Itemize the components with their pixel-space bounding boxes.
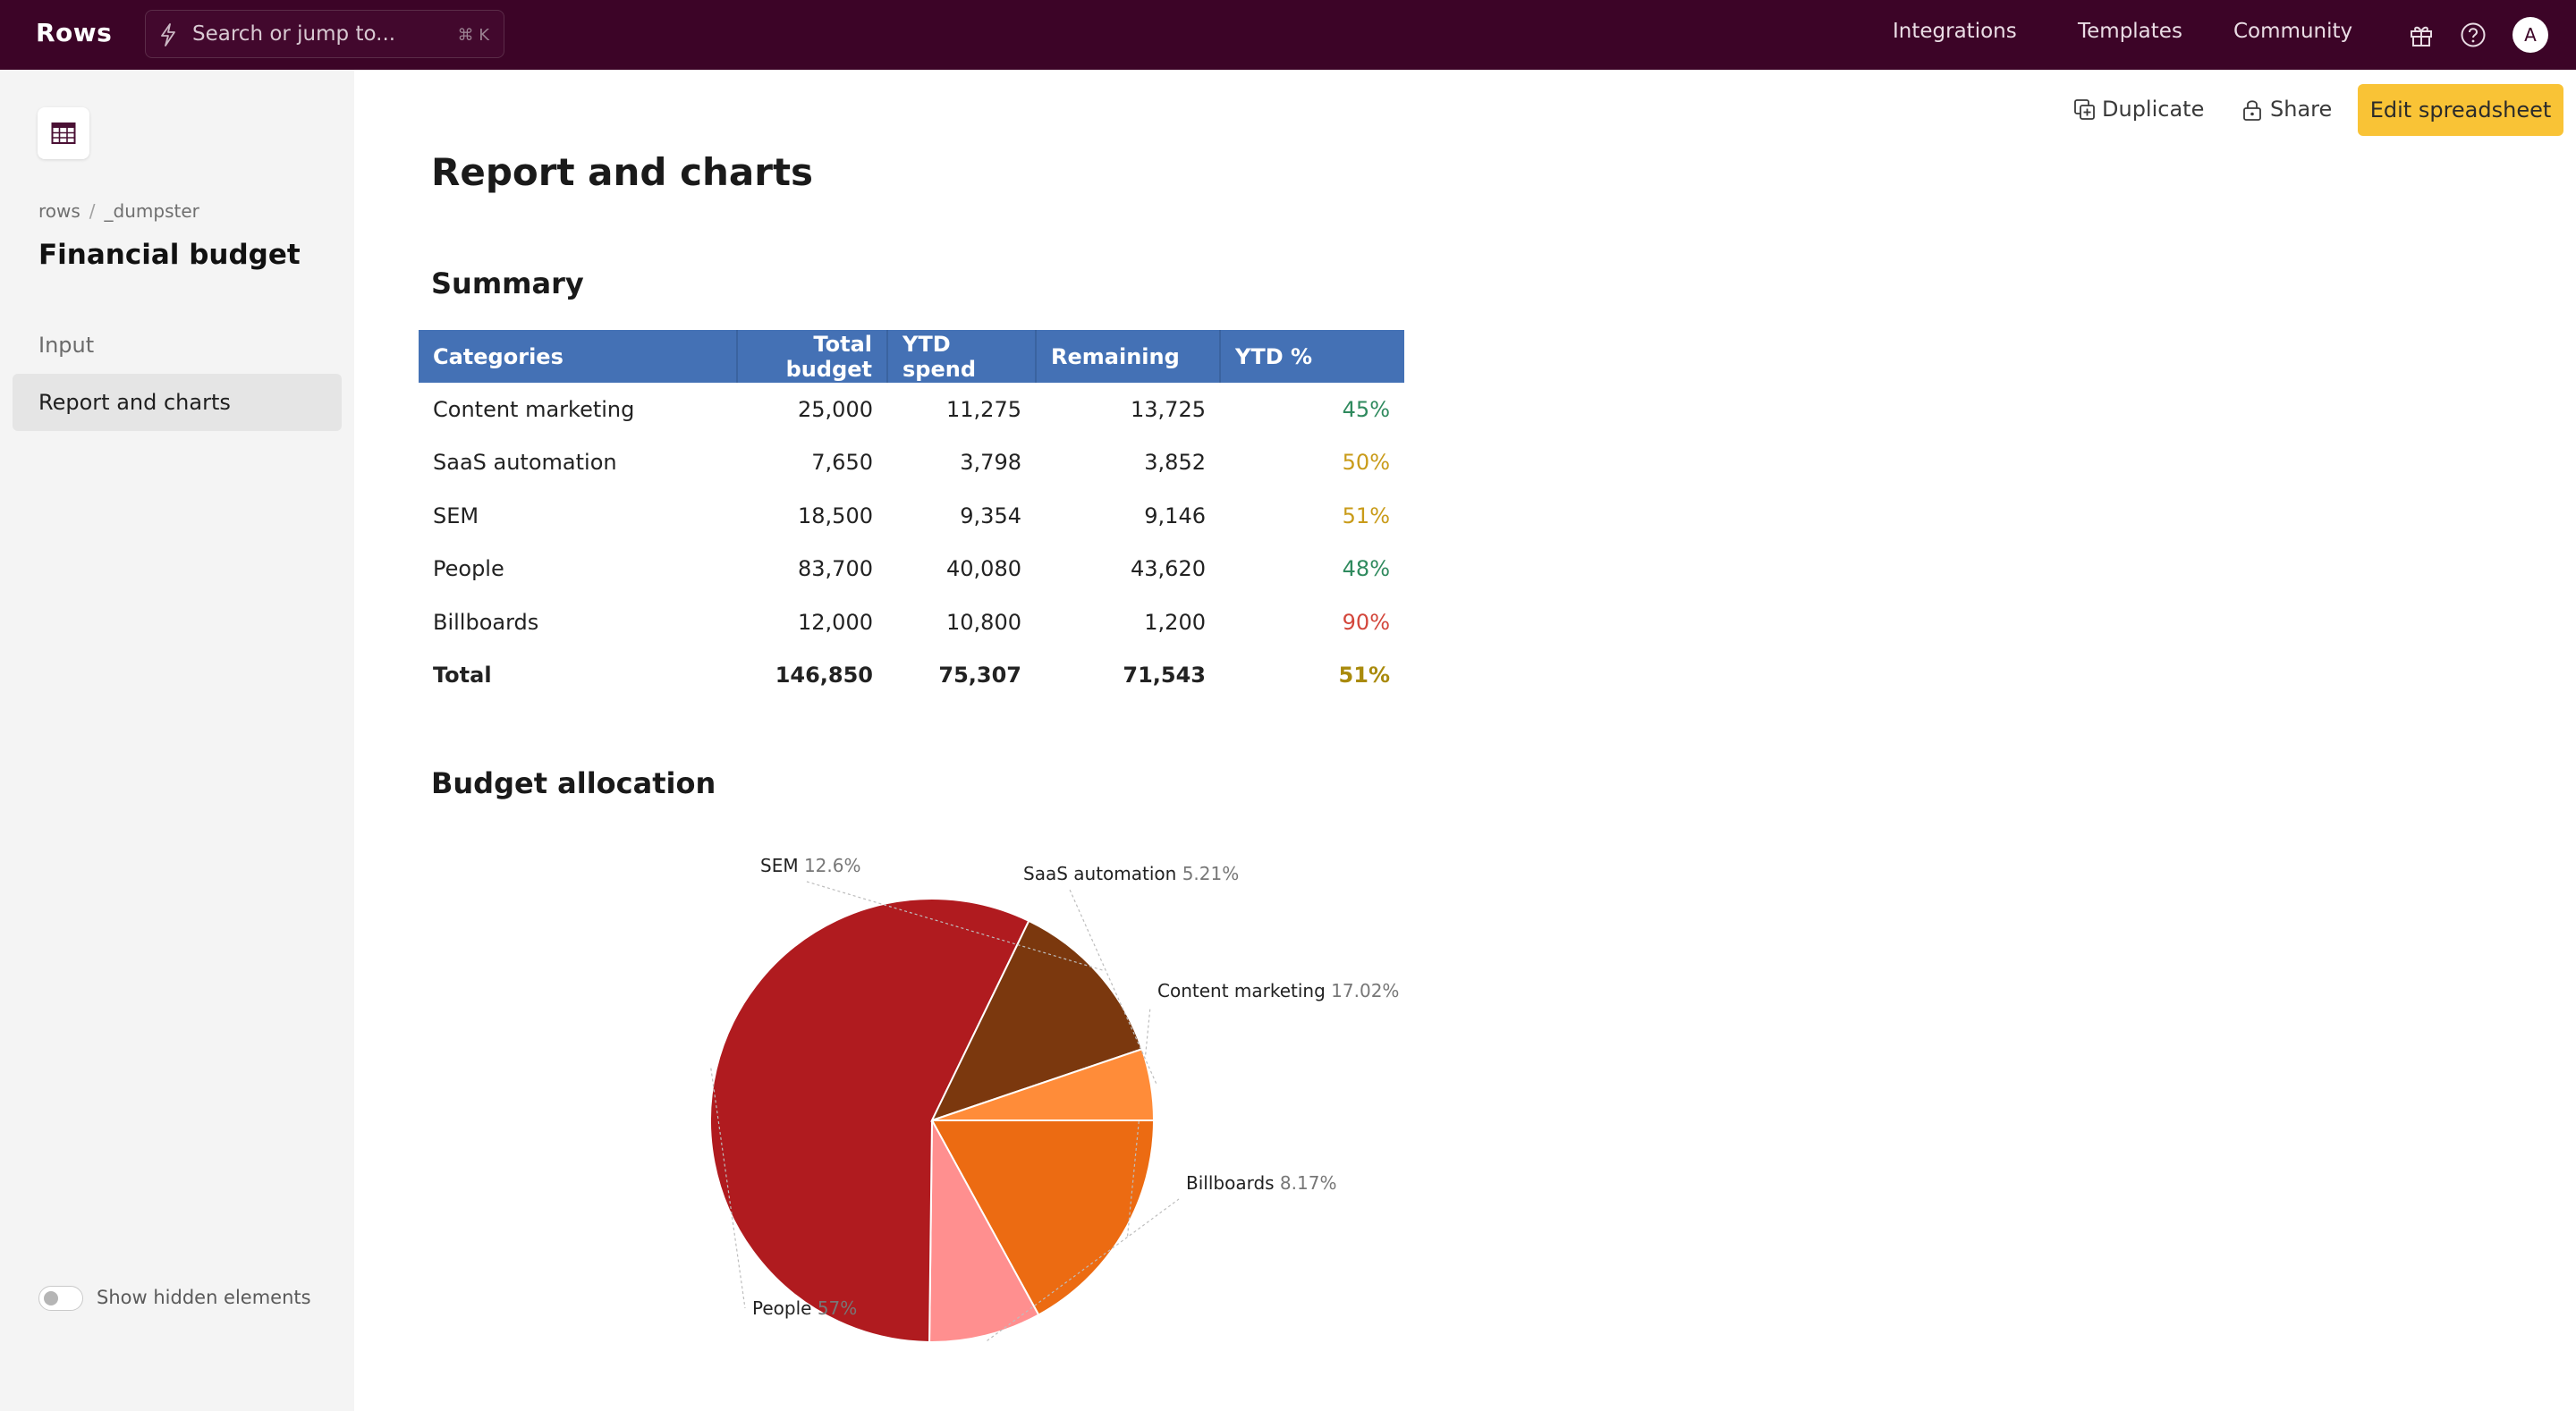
budget-pie-chart[interactable]: Content marketing 17.02% Billboards 8.17%… [626, 832, 1521, 1386]
cell-total-budget[interactable]: 18,500 [798, 503, 873, 528]
header-remaining[interactable]: Remaining [1036, 330, 1221, 383]
cell-remaining[interactable]: 43,620 [1131, 556, 1206, 582]
toggle-knob [44, 1291, 58, 1305]
pie-slice-sem[interactable] [930, 919, 1144, 1122]
top-bar: Rows Search or jump to... ⌘ K Integratio… [0, 0, 2576, 70]
cell-total-label[interactable]: Total [433, 663, 492, 689]
cell-ytd-spend[interactable]: 10,800 [946, 609, 1021, 635]
header-total-budget[interactable]: Total budget [737, 330, 888, 383]
breadcrumb-workspace[interactable]: rows [38, 200, 80, 222]
pie-label: SaaS automation 5.21% [1023, 863, 1239, 884]
help-icon[interactable] [2460, 21, 2487, 48]
search-box[interactable]: Search or jump to... ⌘ K [145, 10, 504, 58]
chart-title: Budget allocation [431, 766, 716, 800]
pie-label: SEM 12.6% [760, 855, 861, 876]
nav-templates[interactable]: Templates [2078, 20, 2182, 43]
pie-leader-line [987, 1198, 1180, 1341]
table-header-row: Categories Total budget YTD spend Remain… [419, 330, 1404, 383]
cell-total-budget[interactable]: 25,000 [798, 396, 873, 422]
table-row: SaaS automation 7,650 3,798 3,852 50% [419, 436, 1404, 490]
table-row: Content marketing 25,000 11,275 13,725 4… [419, 383, 1404, 436]
cell-ytd-spend[interactable]: 11,275 [946, 396, 1021, 422]
sidebar: rows / _dumpster Financial budget Input Re… [0, 70, 354, 1411]
duplicate-icon[interactable] [2073, 98, 2097, 122]
summary-table: Categories Total budget YTD spend Remain… [419, 330, 1404, 702]
breadcrumb: rows / _dumpster [38, 200, 199, 222]
spreadsheet-icon-button[interactable] [38, 107, 89, 159]
table-row: People 83,700 40,080 43,620 48% [419, 543, 1404, 596]
pie-label: People 57% [752, 1297, 857, 1319]
sidebar-item-report-and-charts[interactable]: Report and charts [13, 374, 342, 431]
breadcrumb-separator: / [89, 200, 96, 222]
bolt-icon [161, 23, 175, 46]
cell-remaining[interactable]: 1,200 [1144, 609, 1206, 635]
cell-ytd-spend[interactable]: 9,354 [960, 503, 1021, 528]
cell-ytd-pct[interactable]: 90% [1342, 609, 1390, 635]
header-ytd-pct[interactable]: YTD % [1220, 330, 1404, 383]
cell-total-budget[interactable]: 12,000 [798, 609, 873, 635]
pie-slice-saas-automation[interactable] [931, 1047, 1156, 1121]
pie-label-percent: 8.17% [1280, 1172, 1337, 1194]
header-ytd-spend[interactable]: YTD spend [887, 330, 1037, 383]
breadcrumb-folder[interactable]: _dumpster [104, 200, 199, 222]
lock-icon[interactable] [2241, 98, 2264, 122]
cell-total-budget[interactable]: 146,850 [775, 663, 873, 689]
pie-label-percent: 12.6% [804, 855, 861, 876]
cell-category[interactable]: SaaS automation [433, 450, 617, 476]
cell-ytd-pct[interactable]: 45% [1342, 396, 1390, 422]
pie-label: Billboards 8.17% [1186, 1172, 1336, 1194]
cell-category[interactable]: Content marketing [433, 396, 635, 422]
cell-total-budget[interactable]: 83,700 [798, 556, 873, 582]
pie-label-name: Billboards [1186, 1172, 1280, 1194]
edit-spreadsheet-button[interactable]: Edit spreadsheet [2358, 84, 2563, 136]
page-title: Report and charts [431, 150, 814, 194]
gift-icon[interactable] [2408, 21, 2435, 48]
pie-slice-content-marketing[interactable] [930, 1120, 1156, 1316]
cell-remaining[interactable]: 13,725 [1131, 396, 1206, 422]
show-hidden-label: Show hidden elements [97, 1287, 311, 1308]
pie-label-percent: 5.21% [1182, 863, 1240, 884]
cell-ytd-pct[interactable]: 51% [1342, 503, 1390, 528]
cell-ytd-spend[interactable]: 40,080 [946, 556, 1021, 582]
cell-ytd-pct[interactable]: 50% [1342, 450, 1390, 476]
pie-label-percent: 17.02% [1331, 980, 1399, 1001]
cell-category[interactable]: Billboards [433, 609, 539, 635]
pie-label: Content marketing 17.02% [1157, 980, 1399, 1001]
user-avatar[interactable]: A [2512, 17, 2548, 53]
table-row: Billboards 12,000 10,800 1,200 90% [419, 596, 1404, 649]
sidebar-item-input[interactable]: Input [38, 333, 95, 358]
search-placeholder: Search or jump to... [192, 22, 396, 46]
nav-community[interactable]: Community [2233, 20, 2353, 43]
pie-slice-billboards[interactable] [928, 1117, 1040, 1343]
cell-ytd-spend[interactable]: 3,798 [960, 450, 1021, 476]
share-button[interactable]: Share [2270, 97, 2333, 122]
pie-label-name: SaaS automation [1023, 863, 1182, 884]
document-title: Financial budget [38, 239, 301, 271]
cell-remaining[interactable]: 3,852 [1144, 450, 1206, 476]
cell-ytd-spend[interactable]: 75,307 [938, 663, 1021, 689]
pie-label-name: SEM [760, 855, 804, 876]
header-categories[interactable]: Categories [419, 330, 738, 383]
table-total-row: Total 146,850 75,307 71,543 51% [419, 649, 1404, 703]
rows-logo[interactable]: Rows [36, 18, 113, 47]
pie-label-percent: 57% [818, 1297, 857, 1319]
table-icon [51, 123, 76, 144]
pie-label-name: People [752, 1297, 818, 1319]
pie-label-name: Content marketing [1157, 980, 1331, 1001]
table-row: SEM 18,500 9,354 9,146 51% [419, 489, 1404, 543]
cell-category[interactable]: People [433, 556, 504, 582]
pie-slice-people[interactable] [709, 898, 1030, 1343]
show-hidden-toggle[interactable] [38, 1286, 83, 1311]
search-shortcut: ⌘ K [457, 26, 489, 45]
cell-remaining[interactable]: 9,146 [1144, 503, 1206, 528]
cell-remaining[interactable]: 71,543 [1123, 663, 1206, 689]
nav-integrations[interactable]: Integrations [1893, 20, 2017, 43]
pie-leader-line [1126, 1006, 1151, 1237]
summary-title: Summary [431, 266, 584, 300]
cell-ytd-pct[interactable]: 48% [1342, 556, 1390, 582]
cell-category[interactable]: SEM [433, 503, 479, 528]
duplicate-button[interactable]: Duplicate [2102, 97, 2205, 122]
cell-total-budget[interactable]: 7,650 [811, 450, 873, 476]
cell-ytd-pct[interactable]: 51% [1338, 663, 1390, 689]
